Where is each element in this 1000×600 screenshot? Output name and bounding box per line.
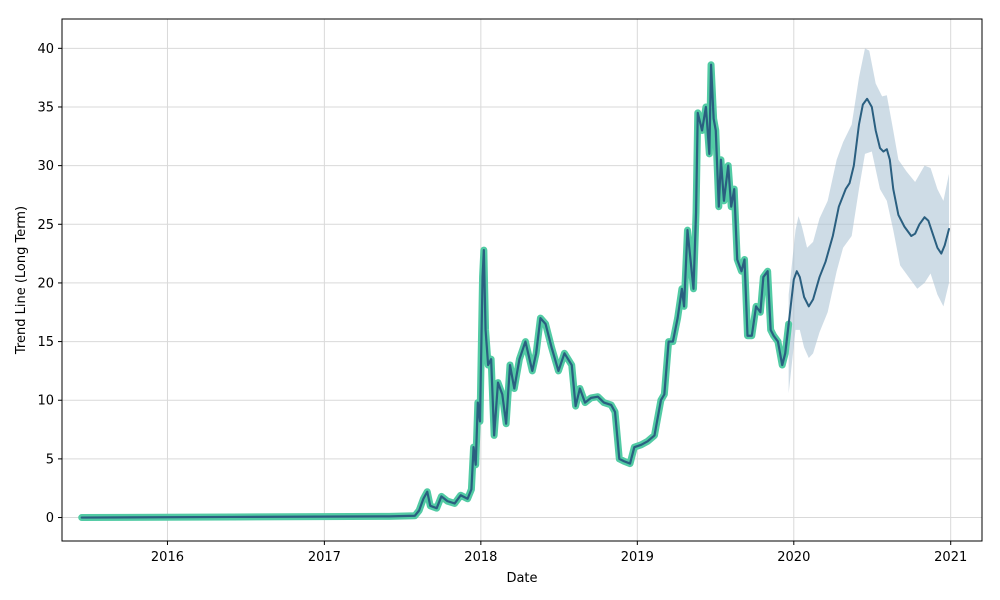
x-axis: 2016 2017 2018 2019 2020 2021 [151, 541, 967, 565]
y-tick-label: 30 [37, 159, 54, 174]
plot-frame [61, 18, 983, 542]
x-axis-title: Date [506, 571, 537, 586]
x-tick-label: 2019 [621, 550, 654, 565]
y-tick-label: 15 [37, 335, 54, 350]
y-tick-label: 20 [37, 276, 54, 291]
x-tick-label: 2017 [308, 550, 341, 565]
series-layer [78, 61, 950, 522]
y-tick-label: 25 [37, 218, 54, 233]
y-tick-label: 10 [37, 394, 54, 409]
y-tick-label: 0 [46, 511, 54, 526]
x-tick-label: 2016 [151, 550, 184, 565]
x-tick-label: 2018 [464, 550, 497, 565]
y-axis-title: Trend Line (Long Term) [14, 206, 29, 355]
y-tick-label: 35 [37, 100, 54, 115]
y-tick-label: 5 [46, 452, 54, 467]
x-tick-label: 2021 [934, 550, 967, 565]
confidence-band [788, 48, 949, 394]
historical-trend-line [80, 63, 790, 519]
x-tick-label: 2020 [777, 550, 810, 565]
forecast-trend-line [787, 97, 950, 325]
forecast-uncertainty-band [788, 48, 949, 394]
grid [62, 19, 982, 541]
y-axis: 0 5 10 15 20 25 30 35 40 [37, 42, 62, 526]
y-tick-label: 40 [37, 42, 54, 57]
